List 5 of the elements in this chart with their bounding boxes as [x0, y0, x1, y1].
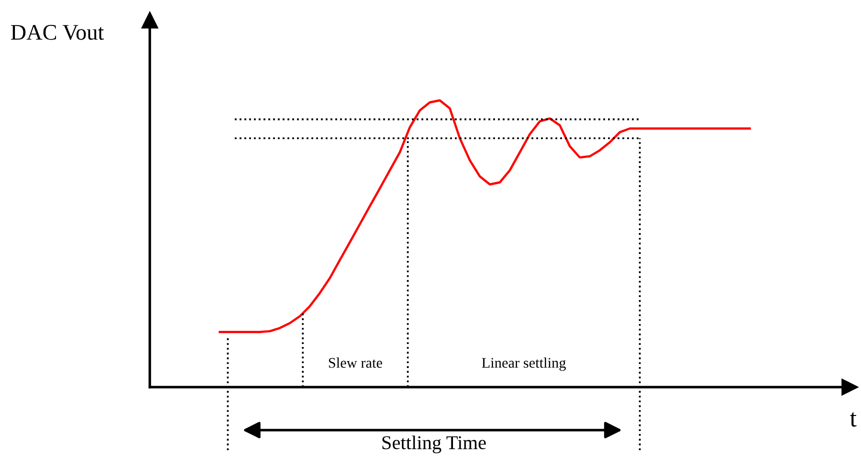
x-axis-title: t: [850, 412, 857, 427]
annotation: Linear settling: [482, 358, 566, 371]
annotation: Slew rate: [328, 358, 382, 368]
text: DAC Vout: [10, 24, 104, 40]
text: Settling Time: [382, 436, 486, 454]
